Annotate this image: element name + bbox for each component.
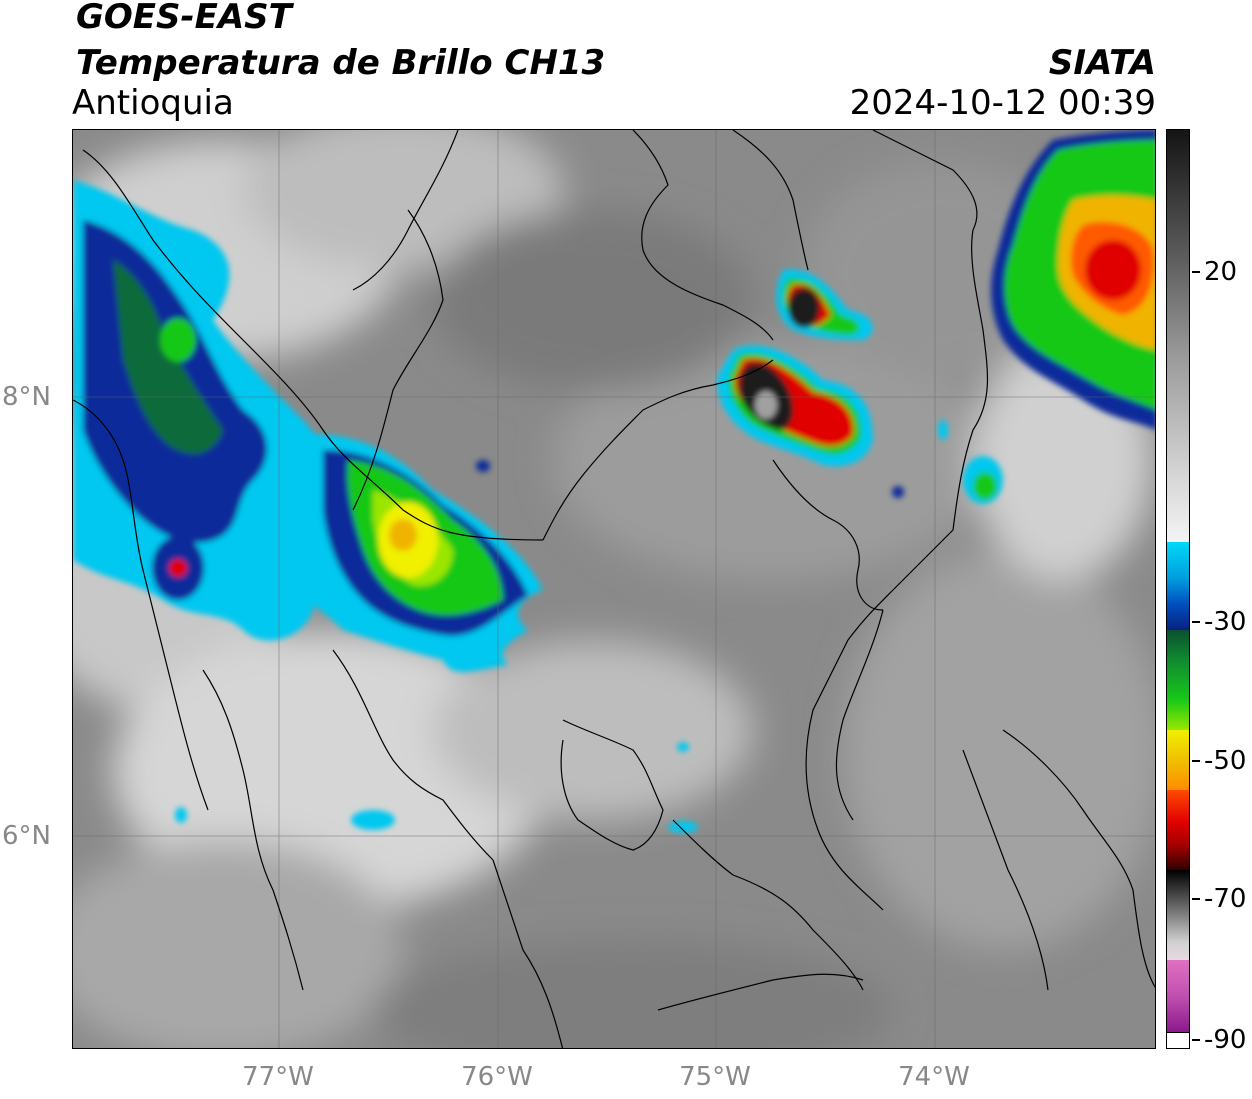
graticule bbox=[73, 130, 1155, 1048]
region-label: Antioquia bbox=[72, 83, 234, 123]
boundaries bbox=[73, 130, 1155, 1048]
colorbar-cyan-blue bbox=[1167, 542, 1189, 630]
colorbar-yellow-orange bbox=[1167, 730, 1189, 790]
lon-label-77w: 77°W bbox=[242, 1062, 314, 1092]
colorbar-label-minus90: -90 bbox=[1204, 1025, 1247, 1055]
colorbar-white-end bbox=[1167, 1032, 1189, 1048]
colorbar-label-minus30: -30 bbox=[1204, 607, 1247, 637]
central-storm-cell bbox=[288, 434, 543, 672]
colorbar-label-20: 20 bbox=[1204, 257, 1238, 287]
colorbar bbox=[1166, 129, 1190, 1049]
colorbar-tick bbox=[1192, 898, 1200, 900]
lon-label-75w: 75°W bbox=[679, 1062, 751, 1092]
small-cells bbox=[175, 420, 1003, 833]
datetime-label: 2024-10-12 00:39 bbox=[849, 83, 1156, 123]
colorbar-gray-ramp bbox=[1167, 130, 1189, 542]
satellite-map bbox=[72, 129, 1156, 1049]
colorbar-dark-grays bbox=[1167, 870, 1189, 960]
lat-label-6n: 6°N bbox=[2, 821, 51, 851]
colorbar-red bbox=[1167, 790, 1189, 870]
brand-label: SIATA bbox=[1048, 43, 1156, 83]
colorbar-pink-purple bbox=[1167, 960, 1189, 1032]
colorbar-tick bbox=[1192, 1039, 1200, 1041]
product-title: Temperatura de Brillo CH13 bbox=[76, 43, 606, 83]
colorbar-tick bbox=[1192, 271, 1200, 273]
lon-label-76w: 76°W bbox=[461, 1062, 533, 1092]
north-storm-cells bbox=[717, 269, 873, 467]
lon-label-74w: 74°W bbox=[898, 1062, 970, 1092]
colorbar-tick bbox=[1192, 760, 1200, 762]
east-storm-system bbox=[991, 130, 1155, 430]
colorbar-label-minus70: -70 bbox=[1204, 884, 1247, 914]
colorbar-label-minus50: -50 bbox=[1204, 746, 1247, 776]
west-cloud-band bbox=[73, 180, 324, 641]
lat-label-8n: 8°N bbox=[2, 382, 51, 412]
colorbar-tick bbox=[1192, 621, 1200, 623]
satellite-title: GOES-EAST bbox=[76, 0, 292, 37]
colorbar-green bbox=[1167, 630, 1189, 730]
